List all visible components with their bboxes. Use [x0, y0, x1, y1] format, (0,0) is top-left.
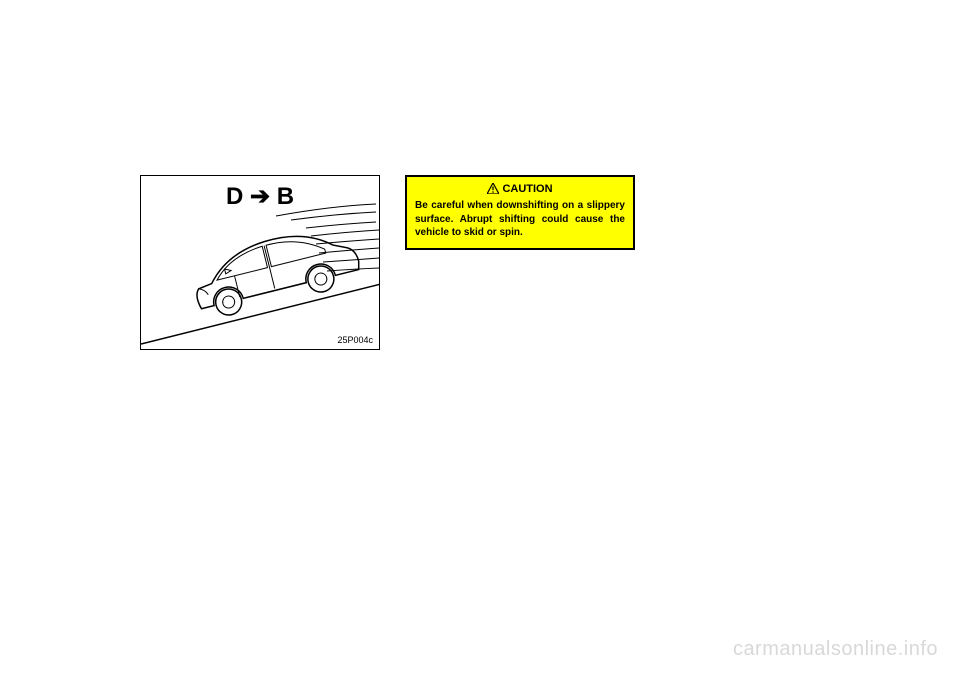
caution-text: Be careful when downshifting on a slippe…	[415, 199, 625, 240]
figure-code: 25P004c	[337, 335, 373, 345]
shift-figure: D ➔ B	[140, 175, 380, 350]
warning-icon	[487, 183, 499, 194]
caution-box: CAUTION Be careful when downshifting on …	[405, 175, 635, 250]
caution-header: CAUTION	[415, 183, 625, 195]
watermark: carmanualsonline.info	[733, 638, 938, 661]
caution-header-text: CAUTION	[502, 183, 552, 195]
car-illustration	[141, 176, 380, 350]
content-row: D ➔ B	[140, 175, 635, 350]
